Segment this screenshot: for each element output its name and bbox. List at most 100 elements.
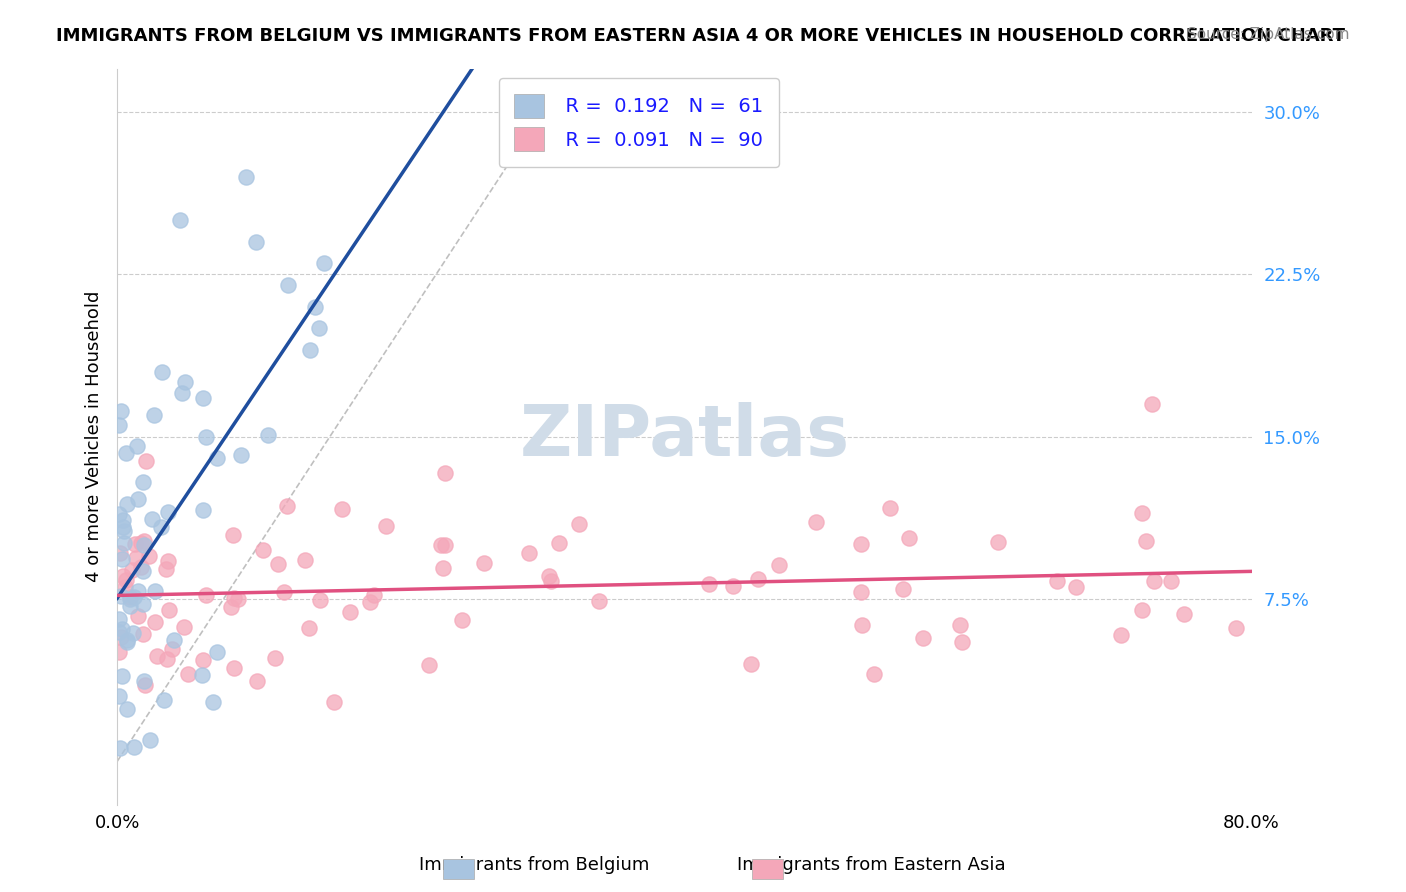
Point <box>1130 506 1153 520</box>
Point <box>740 657 762 671</box>
Point <box>111 669 134 683</box>
Point <box>107 612 129 626</box>
Point <box>264 651 287 665</box>
Point <box>540 574 562 588</box>
Text: IMMIGRANTS FROM BELGIUM VS IMMIGRANTS FROM EASTERN ASIA 4 OR MORE VEHICLES IN HO: IMMIGRANTS FROM BELGIUM VS IMMIGRANTS FR… <box>56 27 1346 45</box>
Point <box>115 574 138 588</box>
Point <box>127 609 149 624</box>
Point <box>267 558 290 572</box>
Point <box>432 561 454 575</box>
Point <box>124 537 146 551</box>
Legend:   R =  0.192   N =  61,   R =  0.091   N =  90: R = 0.192 N = 61, R = 0.091 N = 90 <box>499 78 779 167</box>
Point <box>1160 574 1182 589</box>
Point <box>127 492 149 507</box>
Point <box>112 535 135 549</box>
Point <box>145 648 167 663</box>
Point <box>149 520 172 534</box>
Point <box>768 558 790 572</box>
Point <box>124 590 146 604</box>
Point <box>108 689 131 703</box>
Point <box>194 588 217 602</box>
Point <box>949 617 972 632</box>
Point <box>434 466 457 480</box>
Point <box>127 584 149 599</box>
Point <box>298 621 321 635</box>
Text: Immigrants from Eastern Asia: Immigrants from Eastern Asia <box>737 856 1007 874</box>
Point <box>474 556 496 570</box>
Point <box>153 692 176 706</box>
Point <box>1109 628 1132 642</box>
Point <box>193 653 215 667</box>
Point <box>221 528 243 542</box>
Point <box>194 429 217 443</box>
Point <box>110 404 132 418</box>
Point <box>548 536 571 550</box>
Point <box>150 365 173 379</box>
Point <box>339 605 361 619</box>
Point <box>1142 397 1164 411</box>
Point <box>157 603 180 617</box>
Point <box>124 551 146 566</box>
Point <box>108 546 131 560</box>
Point <box>588 594 610 608</box>
Point <box>191 502 214 516</box>
Point <box>163 633 186 648</box>
Point <box>697 576 720 591</box>
Point <box>245 235 267 249</box>
Point <box>132 674 155 689</box>
Point <box>294 552 316 566</box>
Point <box>156 554 179 568</box>
Point <box>1143 574 1166 588</box>
Point <box>122 626 145 640</box>
Point <box>145 615 167 629</box>
Point <box>110 631 132 645</box>
Point <box>125 439 148 453</box>
Point <box>256 428 278 442</box>
Point <box>134 678 156 692</box>
Point <box>747 572 769 586</box>
Point <box>879 500 901 515</box>
Point <box>129 560 152 574</box>
Point <box>121 563 143 577</box>
Text: ZIPatlas: ZIPatlas <box>519 402 849 471</box>
Point <box>156 652 179 666</box>
Point <box>299 343 322 357</box>
Point <box>169 213 191 227</box>
Point <box>190 668 212 682</box>
Point <box>1130 603 1153 617</box>
Point <box>1066 580 1088 594</box>
Point <box>110 589 132 603</box>
Point <box>952 635 974 649</box>
Point <box>111 569 134 583</box>
Point <box>108 741 131 756</box>
Point <box>112 524 135 538</box>
Point <box>1225 621 1247 635</box>
Point <box>304 300 326 314</box>
Point <box>221 599 243 614</box>
Point <box>314 256 336 270</box>
Point <box>115 497 138 511</box>
Point <box>107 417 129 432</box>
Point <box>201 695 224 709</box>
Point <box>143 584 166 599</box>
Point <box>142 408 165 422</box>
Point <box>276 499 298 513</box>
Point <box>132 475 155 490</box>
Point <box>191 391 214 405</box>
Point <box>174 375 197 389</box>
Point <box>205 451 228 466</box>
Point <box>897 531 920 545</box>
Point <box>987 535 1010 549</box>
Point <box>863 666 886 681</box>
Point <box>132 598 155 612</box>
Point <box>138 549 160 564</box>
Point <box>891 582 914 596</box>
Point <box>721 579 744 593</box>
Point <box>851 618 873 632</box>
Point <box>330 502 353 516</box>
Point <box>434 538 457 552</box>
Point <box>308 321 330 335</box>
Point <box>111 512 134 526</box>
Point <box>135 454 157 468</box>
Point <box>851 585 873 599</box>
